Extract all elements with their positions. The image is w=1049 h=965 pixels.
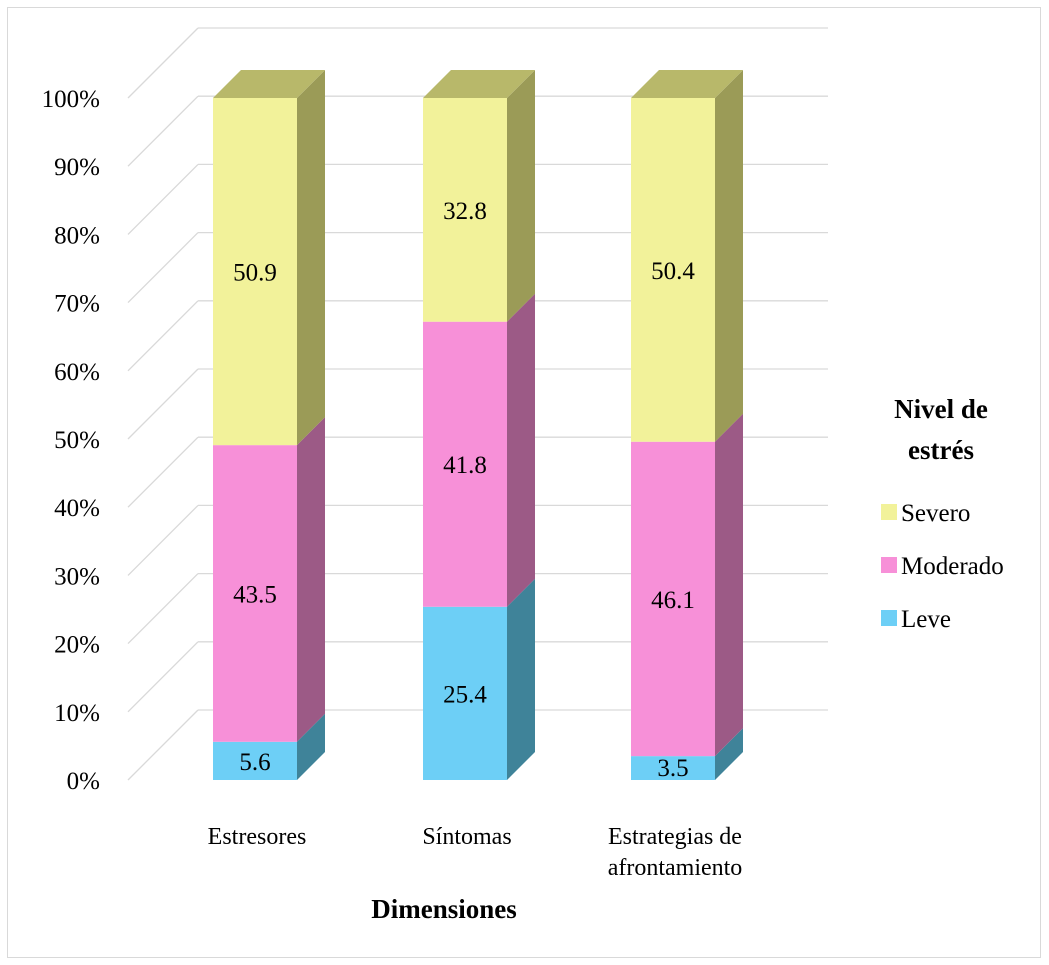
stacked-bar-chart: 0% 10% 20% 30% 40% 50% 60% 70% 80% 90% 100% 5.6 43.… [42, 27, 1004, 924]
legend-title: estrés [908, 435, 974, 465]
data-label: 3.5 [657, 755, 688, 782]
y-tick-label: 10% [54, 700, 100, 727]
bar-top [213, 70, 325, 98]
bar-segment-leve [213, 713, 325, 780]
bar-segment-severo [213, 70, 325, 446]
bar-front [631, 756, 715, 780]
data-label: 43.5 [233, 581, 277, 608]
gridline-diagonal [127, 709, 199, 781]
y-tick-label: 20% [54, 632, 100, 659]
legend-item-leve: Leve [881, 606, 951, 633]
legend-swatch [881, 610, 897, 626]
bar-front [213, 445, 297, 742]
y-tick-label: 100% [42, 86, 100, 113]
data-label: 41.8 [443, 452, 487, 479]
bar-side [507, 70, 535, 322]
bar-segment-moderado [631, 413, 743, 757]
x-tick-label: Estrategias de [608, 824, 742, 850]
legend-label: Leve [901, 606, 951, 633]
data-label: 50.4 [651, 258, 695, 285]
bar-side [297, 70, 325, 446]
bar-front [213, 98, 297, 446]
legend-swatch [881, 557, 897, 573]
bar-front [213, 741, 297, 780]
bar-side [507, 578, 535, 780]
y-tick-label: 30% [54, 563, 100, 590]
bar-side [715, 70, 743, 442]
data-labels: 5.6 43.5 50.9 25.4 41.8 32.8 3.5 46.1 50.4 [233, 198, 695, 782]
y-tick-label: 0% [67, 768, 100, 795]
x-tick-label: Estresores [208, 824, 307, 850]
data-label: 46.1 [651, 587, 695, 614]
bar-side [297, 417, 325, 742]
legend-item-severo: Severo [881, 500, 970, 527]
gridline-diagonal [127, 163, 199, 235]
legend-label: Severo [901, 500, 970, 527]
data-label: 25.4 [443, 681, 487, 708]
x-axis-tick-labels: Estresores Síntomas Estrategias de afrontam… [208, 824, 743, 881]
bar-front [631, 98, 715, 442]
legend-item-moderado: Moderado [881, 553, 1004, 580]
legend: Nivel de estrés Severo Moderado Leve [881, 394, 1004, 633]
y-tick-label: 90% [54, 154, 100, 181]
bar-front [631, 441, 715, 757]
data-label: 5.6 [239, 749, 270, 776]
bar-top [423, 70, 535, 98]
y-tick-label: 60% [54, 359, 100, 386]
bar-side [507, 293, 535, 607]
legend-title: Nivel de [894, 394, 988, 424]
data-label: 50.9 [233, 260, 277, 287]
x-tick-label: Síntomas [422, 824, 511, 850]
bars [213, 70, 743, 780]
bar-segment-severo [423, 70, 535, 322]
bar-segment-severo [631, 70, 743, 442]
gridline-diagonal [127, 27, 199, 99]
bar-segment-moderado [213, 417, 325, 742]
bar-side [715, 728, 743, 780]
gridline-diagonal [127, 641, 199, 713]
x-tick-label: afrontamiento [608, 855, 743, 881]
gridline-diagonal [127, 368, 199, 440]
gridline-diagonal [127, 504, 199, 576]
gridline-diagonal [127, 573, 199, 645]
gridline-diagonal [127, 300, 199, 372]
gridline-diagonal [127, 95, 199, 167]
y-tick-label: 70% [54, 291, 100, 318]
y-tick-label: 40% [54, 495, 100, 522]
bar-front [423, 98, 507, 322]
bar-segment-leve [631, 728, 743, 780]
y-tick-label: 50% [54, 427, 100, 454]
bar-front [423, 606, 507, 780]
bar-top [631, 70, 743, 98]
bar-segment-leve [423, 578, 535, 780]
data-label: 32.8 [443, 198, 487, 225]
bar-segment-moderado [423, 293, 535, 607]
chart-frame: 0% 10% 20% 30% 40% 50% 60% 70% 80% 90% 100% 5.6 43.… [7, 7, 1041, 958]
x-axis-title: Dimensiones [371, 894, 517, 924]
bar-front [423, 321, 507, 607]
gridline-diagonal [127, 436, 199, 508]
bar-side [715, 413, 743, 757]
y-axis-tick-labels: 0% 10% 20% 30% 40% 50% 60% 70% 80% 90% 100% [42, 86, 100, 795]
legend-label: Moderado [901, 553, 1004, 580]
legend-swatch [881, 504, 897, 520]
y-tick-label: 80% [54, 222, 100, 249]
bar-side [297, 713, 325, 780]
gridline-diagonal [127, 232, 199, 304]
